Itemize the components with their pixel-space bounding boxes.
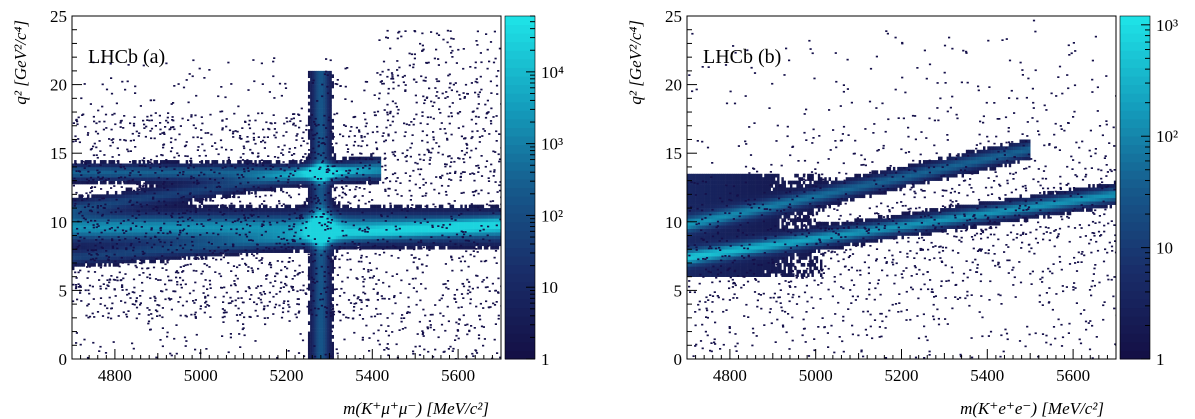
heatmap-cells [72, 29, 501, 359]
x-tick-label: 5600 [441, 366, 475, 385]
colorbar: 1 10 10² 10³ [1119, 15, 1178, 369]
x-tick-label: 4800 [713, 366, 747, 385]
y-tick-label: 5 [674, 281, 683, 300]
x-tick-label: 5000 [184, 366, 218, 385]
y-tick-label: 5 [59, 281, 68, 300]
x-tick-label: 5000 [799, 366, 833, 385]
x-tick-label: 5400 [355, 366, 389, 385]
y-tick-label: 25 [50, 7, 67, 26]
y-tick-label: 15 [50, 144, 67, 163]
y-tick-label: 0 [59, 350, 68, 369]
y-tick-label: 10 [50, 213, 67, 232]
y-axis-label: q² [GeV²/c⁴] [11, 20, 30, 105]
colorbar-tick-label: 10² [1156, 127, 1178, 146]
panel-b: 4800 5000 5200 5400 5600 0 5 10 15 20 25 LHCb (b) m(… [626, 7, 1178, 418]
y-tick-label: 25 [665, 7, 682, 26]
y-axis-label: q² [GeV²/c⁴] [626, 20, 645, 105]
heatmap-cells [687, 19, 1116, 359]
panel-a: 4800 5000 5200 5400 5600 0 5 10 15 20 25 LHCb (a) m(… [11, 7, 564, 418]
colorbar-tick-label: 10² [541, 206, 563, 225]
y-tick-label: 15 [665, 144, 682, 163]
x-axis-label: m(K⁺e⁺e⁻) [MeV/c²] [960, 399, 1104, 418]
colorbar-tick-label: 10³ [541, 135, 563, 154]
y-tick-label: 20 [50, 76, 67, 95]
colorbar-tick-label: 10 [1156, 239, 1173, 258]
colorbar-tick-label: 1 [1156, 350, 1165, 369]
x-tick-label: 5600 [1056, 366, 1090, 385]
colorbar-tick-label: 1 [541, 350, 550, 369]
x-axis-label: m(K⁺μ⁺μ⁻) [MeV/c²] [343, 399, 489, 418]
colorbar-tick-label: 10 [541, 278, 558, 297]
y-tick-label: 20 [665, 76, 682, 95]
panel-label: LHCb (a) [88, 46, 165, 68]
panel-label: LHCb (b) [703, 46, 781, 68]
colorbar-tick-label: 10³ [1156, 16, 1178, 35]
x-tick-label: 5200 [270, 366, 304, 385]
y-tick-label: 10 [665, 213, 682, 232]
colorbar: 1 10 10² 10³ 10⁴ [504, 15, 564, 369]
x-tick-label: 5400 [970, 366, 1004, 385]
colorbar-tick-label: 10⁴ [541, 63, 564, 82]
x-tick-label: 4800 [98, 366, 132, 385]
y-tick-label: 0 [674, 350, 683, 369]
x-tick-label: 5200 [885, 366, 919, 385]
